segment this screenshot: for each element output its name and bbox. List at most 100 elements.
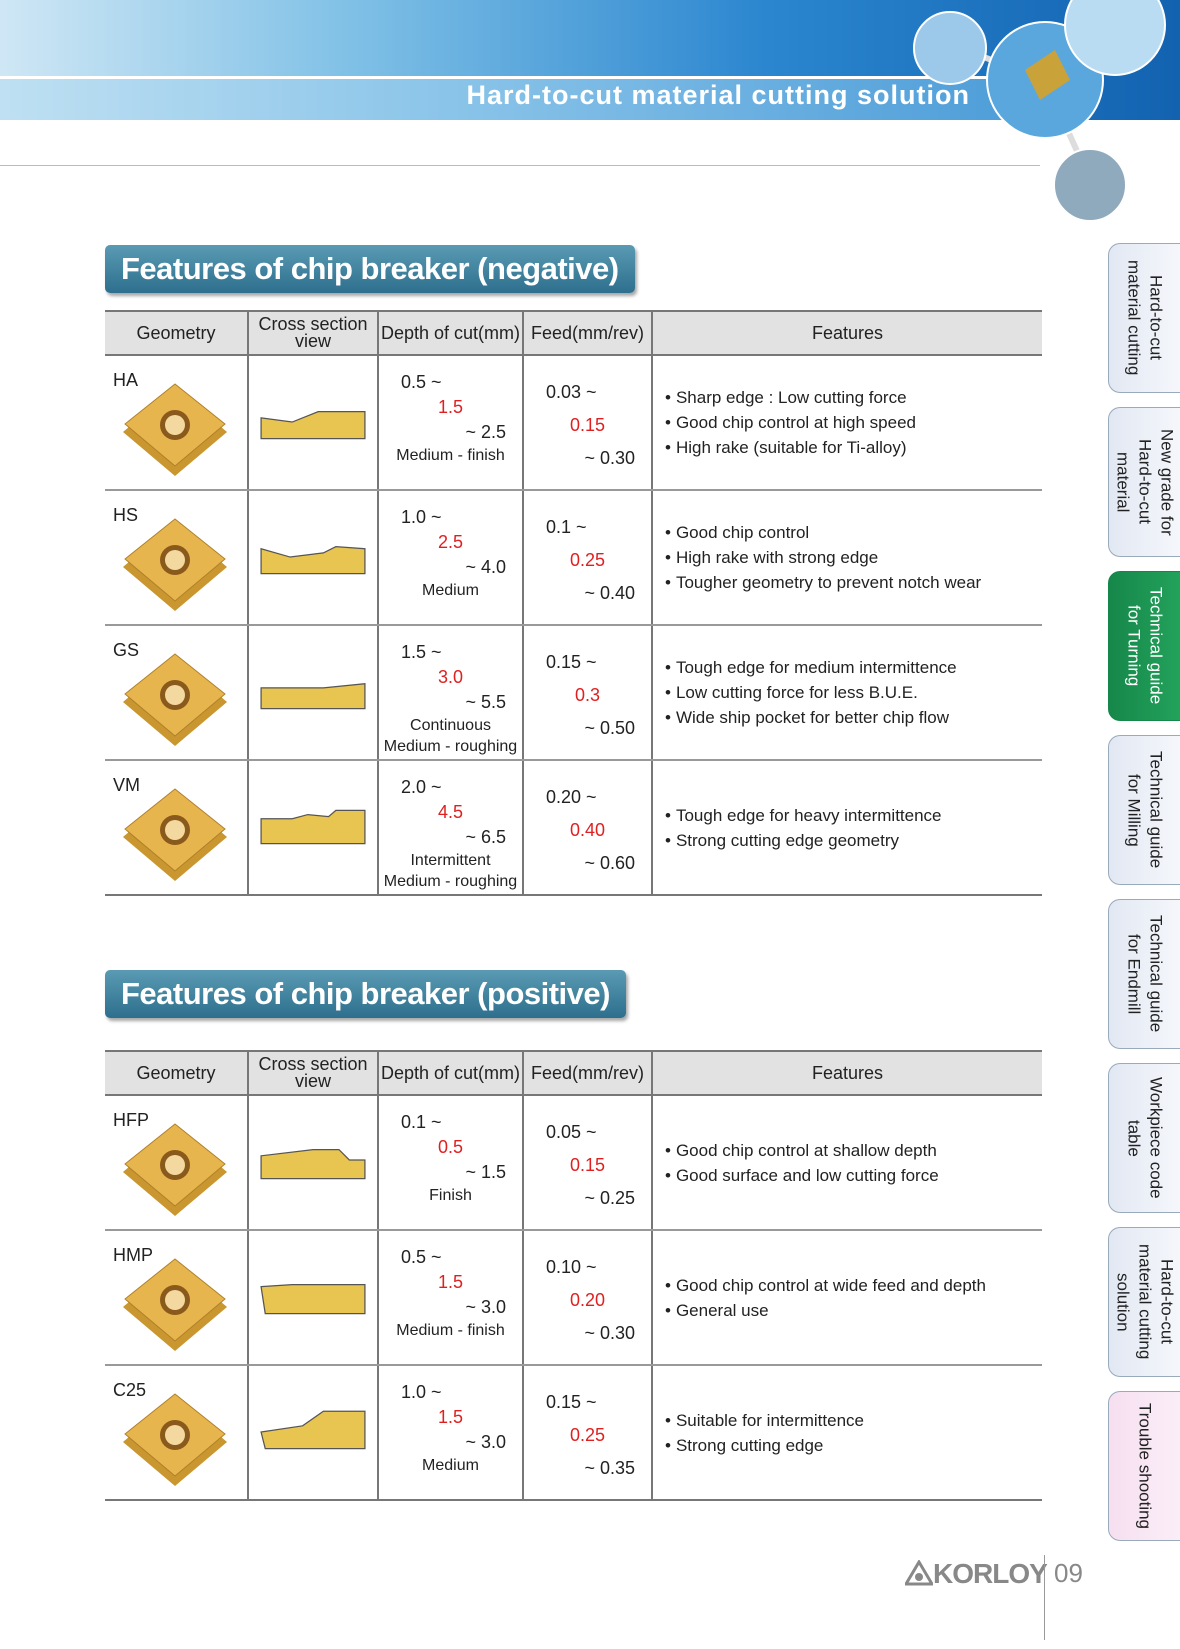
features-cell: Good chip controlHigh rake with strong e… (651, 490, 1042, 626)
cross-section (260, 1283, 366, 1315)
table-row: HMP 0.5 ~1.5 ~ 3.0 Medium - finish 0.10 ~0.… (105, 1230, 1042, 1366)
feed-recommended: 0.15 (569, 415, 606, 435)
features-cell: Tough edge for medium intermittenceLow c… (651, 625, 1042, 761)
column-header: Cross section view (247, 310, 378, 356)
side-tab[interactable]: New grade for Hard-to-cut material (1108, 407, 1180, 557)
application: Intermittent (410, 852, 491, 869)
depth-min: 1.0 ~ (401, 507, 442, 527)
application: Medium - finish (396, 447, 505, 464)
section-title: Features of chip breaker (negative) (105, 245, 635, 293)
feature-item: High rake with strong edge (665, 545, 981, 570)
depth-values: 1.0 ~ 2.5 ~ 4.0 Medium (379, 505, 522, 601)
feature-item: Sharp edge : Low cutting force (665, 385, 916, 410)
cross-section-cell (247, 625, 378, 761)
geometry-name: HA (113, 370, 139, 390)
application: Medium (422, 582, 479, 599)
side-tab[interactable]: Hard-to-cut material cutting (1108, 243, 1180, 393)
side-tab[interactable]: Workpiece code table (1108, 1063, 1180, 1213)
header-row: Geometry Cross section view Depth of cut(m… (105, 1050, 1042, 1096)
table-row: HA 0.5 ~ 1.5 ~ 2.5 Medium - finish 0.03 ~ 0.1… (105, 355, 1042, 491)
feature-list: Suitable for intermittenceStrong cutting… (665, 1366, 864, 1499)
page-number: 09 (1054, 1558, 1083, 1588)
depth-recommended: 1.5 (437, 1407, 464, 1427)
table-row: HS 1.0 ~ 2.5~ 4.0 Medium 0.1 ~ 0.25 ~ 0.40 Goo… (105, 490, 1042, 626)
feed-cell: 0.05 ~ 0.15 ~ 0.25 (522, 1095, 652, 1231)
brand-name: KORLOY (933, 1558, 1048, 1589)
header-rule (0, 165, 1040, 166)
depth-cell: 2.0 ~ 4.5 ~ 6.5 Intermittent Medium - roughi… (377, 760, 523, 896)
geometry-name: C25 (113, 1380, 147, 1400)
depth-values: 2.0 ~ 4.5 ~ 6.5 Intermittent Medium - roughi… (379, 775, 522, 892)
feature-item: Suitable for intermittence (665, 1408, 864, 1433)
footer-separator (1044, 1555, 1045, 1640)
depth-recommended: 4.5 (437, 802, 464, 822)
depth-values: 1.5 ~ 3.0 ~ 5.5 Continuous Medium - roughing (379, 640, 522, 757)
depth-max: ~ 4.0 (465, 557, 506, 577)
side-tab[interactable]: Hard-to-cut material cutting solution (1108, 1227, 1180, 1377)
column-header: Cross section view (247, 1050, 378, 1096)
insert-image (123, 653, 227, 746)
feed-max: ~ 0.30 (584, 448, 635, 468)
depth-max: ~ 6.5 (465, 827, 506, 847)
features-cell: Tough edge for heavy intermittenceStrong… (651, 760, 1042, 896)
depth-cell: 0.5 ~ 1.5 ~ 3.0 Medium - finish (377, 1230, 523, 1366)
geometry-cell: HFP (105, 1095, 248, 1231)
cross-section-cell (247, 355, 378, 491)
feed-recommended: 0.3 (574, 685, 601, 705)
depth-values: 0.5 ~ 1.5 ~ 3.0 Medium - finish (379, 1245, 522, 1341)
feed-values: 0.15 ~ 0.3 ~ 0.50 (524, 646, 651, 745)
feed-min: 0.15 ~ (546, 1392, 597, 1412)
depth-recommended: 3.0 (437, 667, 464, 687)
table-row: VM 2.0 ~ 4.5 ~ 6.5 Intermittent Medium - rou… (105, 760, 1042, 896)
depth-min: 2.0 ~ (401, 777, 442, 797)
cross-section (260, 1410, 366, 1450)
features-cell: Suitable for intermittenceStrong cutting… (651, 1365, 1042, 1501)
feed-cell: 0.10 ~ 0.20 ~ 0.30 (522, 1230, 652, 1366)
feed-max: ~ 0.60 (584, 853, 635, 873)
features-cell: Good chip control at wide feed and depth… (651, 1230, 1042, 1366)
side-tab[interactable]: Technical guide for Milling (1108, 735, 1180, 885)
depth-max: ~ 2.5 (465, 422, 506, 442)
feature-item: Strong cutting edge geometry (665, 828, 942, 853)
feed-values: 0.10 ~ 0.20 ~ 0.30 (524, 1251, 651, 1350)
column-header: Depth of cut(mm) (377, 1050, 523, 1096)
feed-min: 0.10 ~ (546, 1257, 597, 1277)
depth-values: 0.5 ~ 1.5 ~ 2.5 Medium - finish (379, 370, 522, 466)
feed-max: ~ 0.50 (584, 718, 635, 738)
depth-values: 0.1 ~ 0.5 ~ 1.5 Finish (379, 1110, 522, 1206)
side-tab[interactable]: Technical guide for Turning (1108, 571, 1180, 721)
feature-list: Good chip control at shallow depthGood s… (665, 1096, 939, 1229)
section-title: Features of chip breaker (positive) (105, 970, 626, 1018)
depth-min: 0.5 ~ (401, 372, 442, 392)
feed-cell: 0.15 ~ 0.25 ~ 0.35 (522, 1365, 652, 1501)
cross-section-cell (247, 490, 378, 626)
insert-image (123, 518, 227, 611)
feature-item: Wide ship pocket for better chip flow (665, 705, 957, 730)
depth-max: ~ 1.5 (465, 1162, 506, 1182)
footer-brand: KORLOY (903, 1558, 1048, 1590)
cross-section-cell (247, 760, 378, 896)
geometry-cell: VM (105, 760, 248, 896)
feed-min: 0.20 ~ (546, 787, 597, 807)
depth-recommended: 1.5 (437, 1272, 464, 1292)
spec-table: Geometry Cross section view Depth of cut(m… (105, 310, 1042, 896)
side-tab[interactable]: Technical guide for Endmill (1108, 899, 1180, 1049)
feature-item: High rake (suitable for Ti-alloy) (665, 435, 916, 460)
banner-globes (913, 0, 1166, 222)
feature-item: Good surface and low cutting force (665, 1163, 939, 1188)
cross-section (260, 1148, 366, 1180)
feature-item: Low cutting force for less B.U.E. (665, 680, 957, 705)
depth-cell: 1.0 ~ 2.5 ~ 4.0 Medium (377, 490, 523, 626)
depth-min: 1.0 ~ (401, 1382, 442, 1402)
application: Continuous (410, 717, 491, 734)
feed-values: 0.20 ~ 0.40 ~ 0.60 (524, 781, 651, 880)
feed-cell: 0.1 ~ 0.25 ~ 0.40 (522, 490, 652, 626)
feature-list: Good chip control at wide feed and depth… (665, 1231, 986, 1364)
feed-cell: 0.20 ~ 0.40 ~ 0.60 (522, 760, 652, 896)
cross-section (260, 546, 366, 575)
geometry-name: GS (113, 640, 140, 660)
feed-recommended: 0.25 (569, 1425, 606, 1445)
column-header: Features (651, 310, 1042, 356)
side-tab[interactable]: Trouble shooting (1108, 1391, 1180, 1541)
geometry-name: HS (113, 505, 139, 525)
